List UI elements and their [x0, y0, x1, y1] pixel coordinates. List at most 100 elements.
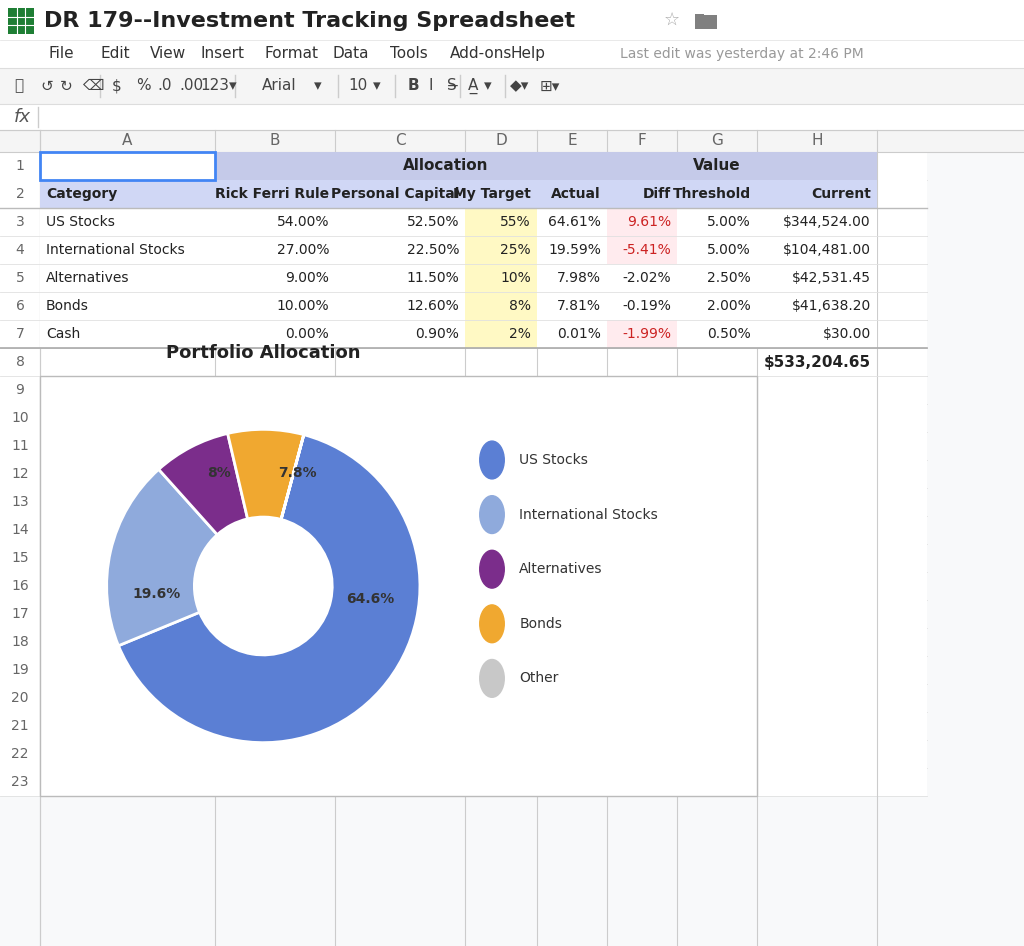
Text: 0.90%: 0.90% [415, 327, 459, 341]
Text: 52.50%: 52.50% [407, 215, 459, 229]
Bar [0, 130, 1024, 946]
Bar [0, 544, 927, 572]
Text: Alternatives: Alternatives [519, 562, 603, 576]
Bar [40, 320, 215, 348]
Text: 19: 19 [11, 663, 29, 677]
Bar [537, 264, 607, 292]
Text: 22.50%: 22.50% [407, 243, 459, 257]
Text: Current: Current [811, 187, 871, 201]
Bar [335, 236, 465, 264]
Bar [40, 264, 215, 292]
Text: 10: 10 [11, 411, 29, 425]
Text: 2%: 2% [509, 327, 531, 341]
Bar [40, 152, 215, 180]
Bar [0, 348, 927, 376]
Bar [0, 488, 927, 516]
Bar [0, 152, 927, 180]
Text: H: H [811, 133, 822, 149]
Text: 11: 11 [11, 439, 29, 453]
Text: File: File [48, 46, 74, 61]
Text: F: F [638, 133, 646, 149]
Text: ↺: ↺ [40, 79, 53, 94]
Text: 55%: 55% [501, 215, 531, 229]
Text: 5.00%: 5.00% [708, 243, 751, 257]
Bar [40, 292, 215, 320]
Text: $344,524.00: $344,524.00 [783, 215, 871, 229]
Bar [0, 130, 40, 152]
Bar [537, 292, 607, 320]
Text: D: D [496, 133, 507, 149]
Bar [465, 264, 537, 292]
Text: Value: Value [693, 159, 740, 173]
Bar [40, 180, 215, 208]
Bar [695, 15, 717, 29]
Text: Threshold: Threshold [673, 187, 751, 201]
Text: 25%: 25% [501, 243, 531, 257]
Text: ⎙: ⎙ [14, 79, 24, 94]
Text: 8%: 8% [509, 299, 531, 313]
Text: Format: Format [264, 46, 318, 61]
Text: $42,531.45: $42,531.45 [792, 271, 871, 285]
Bar [695, 14, 705, 18]
Text: 64.6%: 64.6% [346, 591, 394, 605]
Text: 17: 17 [11, 607, 29, 621]
Bar [677, 152, 757, 180]
Text: Alternatives: Alternatives [46, 271, 129, 285]
Text: 12.60%: 12.60% [407, 299, 459, 313]
Text: Bonds: Bonds [46, 299, 89, 313]
Text: 123▾: 123▾ [200, 79, 237, 94]
Bar [0, 684, 927, 712]
Wedge shape [119, 435, 420, 743]
Bar [607, 208, 677, 236]
Wedge shape [281, 434, 304, 519]
Circle shape [479, 496, 504, 534]
Bar [757, 264, 877, 292]
Text: ⌫: ⌫ [82, 79, 103, 94]
Bar [607, 180, 677, 208]
Text: Insert: Insert [200, 46, 244, 61]
Text: ▾: ▾ [373, 79, 381, 94]
Bar [0, 208, 927, 236]
Text: B: B [269, 133, 281, 149]
Text: Help: Help [510, 46, 545, 61]
Bar [607, 236, 677, 264]
Text: International Stocks: International Stocks [46, 243, 184, 257]
Text: Arial: Arial [262, 79, 297, 94]
Text: 8%: 8% [208, 466, 231, 481]
Text: ▾: ▾ [314, 79, 322, 94]
Text: $41,638.20: $41,638.20 [792, 299, 871, 313]
Bar [0, 104, 1024, 130]
Bar [0, 264, 927, 292]
Bar [677, 320, 757, 348]
Bar [0, 460, 927, 488]
Bar [215, 208, 335, 236]
Text: 7.98%: 7.98% [557, 271, 601, 285]
Bar [0, 320, 927, 348]
Text: Add-ons: Add-ons [450, 46, 512, 61]
Text: My Target: My Target [454, 187, 531, 201]
Text: 4: 4 [15, 243, 25, 257]
Text: 9.61%: 9.61% [627, 215, 671, 229]
Bar [0, 292, 927, 320]
Circle shape [479, 551, 504, 588]
Text: 7.8%: 7.8% [279, 466, 317, 481]
Bar [335, 292, 465, 320]
Text: G: G [711, 133, 723, 149]
Text: 54.00%: 54.00% [276, 215, 329, 229]
Bar [0, 712, 927, 740]
Text: 18: 18 [11, 635, 29, 649]
Text: US Stocks: US Stocks [519, 453, 588, 467]
Text: A: A [122, 133, 133, 149]
Text: Personal Capital: Personal Capital [331, 187, 459, 201]
Text: I: I [428, 79, 432, 94]
Bar [677, 264, 757, 292]
Bar [0, 516, 927, 544]
Text: S̶: S̶ [449, 79, 458, 94]
Bar [465, 236, 537, 264]
Text: 23: 23 [11, 775, 29, 789]
Text: 6: 6 [15, 299, 25, 313]
Bar [757, 208, 877, 236]
Text: 10.00%: 10.00% [276, 299, 329, 313]
Text: 11.50%: 11.50% [407, 271, 459, 285]
Text: -2.02%: -2.02% [623, 271, 671, 285]
